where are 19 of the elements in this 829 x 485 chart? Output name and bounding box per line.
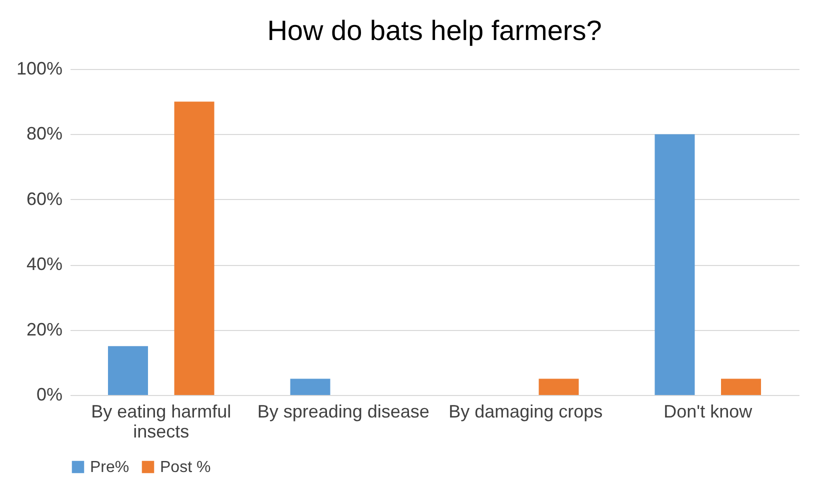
x-tick-label: By eating harmful insects xyxy=(91,402,232,442)
y-tick-label: 40% xyxy=(26,254,62,274)
legend-label: Pre% xyxy=(90,459,130,476)
y-tick-label: 100% xyxy=(16,58,62,78)
x-tick-label: Don't know xyxy=(664,402,754,422)
bar xyxy=(108,346,148,395)
bar xyxy=(654,134,695,395)
bar xyxy=(290,378,330,395)
x-tick-label: By spreading disease xyxy=(257,402,430,422)
bar xyxy=(721,378,762,395)
x-tick-label: By damaging crops xyxy=(448,402,603,422)
y-tick-label: 60% xyxy=(26,188,62,209)
bar xyxy=(174,102,214,395)
y-tick-label: 20% xyxy=(26,319,62,340)
legend-label: Post % xyxy=(160,459,211,476)
chart-title: How do bats help farmers? xyxy=(267,15,602,46)
bar xyxy=(538,378,579,395)
y-tick-label: 0% xyxy=(36,384,62,404)
y-tick-label: 80% xyxy=(26,124,62,144)
